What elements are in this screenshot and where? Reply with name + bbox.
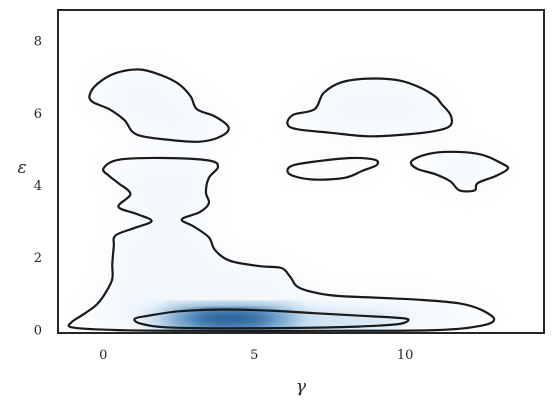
contour-blob-upper-middle [286, 77, 453, 138]
contour-lines [67, 68, 510, 333]
x-tick-label: 5 [250, 348, 258, 363]
contour-blob-upper-left [88, 68, 230, 143]
y-tick-label: 2 [34, 251, 42, 266]
contour-blob-middle [286, 156, 380, 181]
y-tick-label: 6 [34, 107, 42, 122]
density-shading [68, 69, 509, 331]
density-peak [188, 312, 273, 325]
contour-blob-right [409, 150, 510, 193]
contour-outer-main [67, 156, 496, 333]
x-axis-ticks: 0 5 10 [99, 348, 413, 363]
y-tick-label: 0 [34, 323, 42, 338]
density-region-blob-upper-left [89, 69, 229, 142]
density-region-blob-right [410, 151, 509, 192]
x-tick-label: 10 [397, 348, 414, 363]
x-tick-label: 0 [99, 348, 107, 363]
plot-frame [57, 9, 545, 334]
density-region-blob-upper-middle [287, 78, 452, 137]
y-tick-label: 8 [34, 35, 42, 50]
x-axis-label: γ [296, 377, 307, 397]
y-tick-label: 4 [34, 179, 42, 194]
contour-inner-core [133, 308, 410, 330]
y-axis-label: ε [17, 158, 26, 178]
y-axis-ticks: 0 2 4 6 8 [34, 35, 42, 339]
density-region-blob-middle [287, 157, 379, 180]
density-region-outer-main [68, 157, 495, 331]
